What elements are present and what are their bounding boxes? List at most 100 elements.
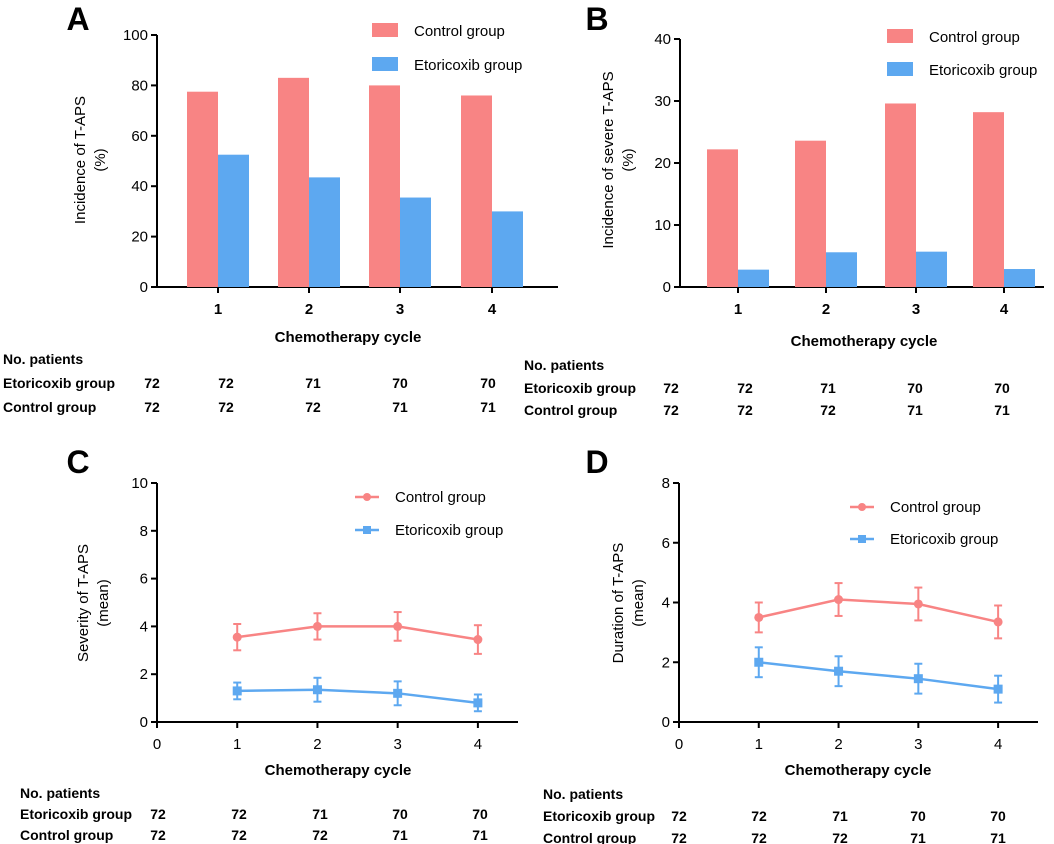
point-control [913,599,923,609]
x-tick-label: 2 [822,301,830,318]
legend-marker-etoricoxib [363,526,371,534]
y-tick-label: 2 [140,666,148,683]
patients-row-label: Control group [3,399,96,415]
point-etoricoxib [312,685,322,695]
panel-d: D 0 2 4 6 8 0 1 2 3 4 Control group Etoricoxib group… [543,444,1038,844]
point-etoricoxib [913,674,923,684]
x-tick-label: 1 [734,301,742,318]
patients-row-label: Control group [20,827,113,843]
y-tick-label: 100 [123,27,148,44]
legend-swatch-control [372,23,398,37]
patients-count: 70 [472,806,488,822]
patients-count: 71 [832,808,848,824]
x-tick-label: 2 [313,736,321,753]
panel-letter: A [66,1,89,37]
x-tick-label: 3 [396,301,404,318]
patients-count: 71 [392,827,408,843]
y-tick-label: 20 [654,155,671,172]
patients-count: 72 [218,399,234,415]
y-tick-label: 0 [140,714,148,731]
patients-count: 71 [480,399,496,415]
patients-row-label: Control group [524,402,617,418]
patients-table: No. patients Etoricoxib group 72 72 71 70 70 Co… [3,351,496,415]
y-axis-label: Incidence of T-APS (%) [72,96,109,224]
y-axis-label: Duration of T-APS (mean) [610,543,647,664]
bar-control [369,85,400,288]
x-axis-label: Chemotherapy cycle [275,329,422,346]
patients-table: No. patients Etoricoxib group 72 72 71 70 70 Co… [20,785,488,843]
patients-count: 72 [144,375,160,391]
patients-count: 72 [150,827,166,843]
y-tick-label: 0 [662,714,670,731]
point-control [393,621,403,631]
patients-count: 72 [737,402,753,418]
legend-label-control: Control group [395,489,486,506]
line-control [237,625,479,641]
y-tick-label: 40 [131,178,148,195]
legend-label-control: Control group [890,499,981,516]
point-control [312,621,322,631]
x-tick-label: 0 [153,736,161,753]
panel-letter: B [585,1,608,37]
point-etoricoxib [754,657,764,667]
legend-marker-control [858,503,866,511]
patients-row-label: Etoricoxib group [3,375,115,391]
x-tick-label: 1 [755,736,763,753]
legend-marker-etoricoxib [858,535,866,543]
y-tick-label: 30 [654,93,671,110]
patients-count: 72 [671,830,687,844]
point-control [993,617,1003,627]
y-tick-label: 2 [662,654,670,671]
y-tick-label: 80 [131,77,148,94]
patients-count: 72 [820,402,836,418]
y-axis-label-unit: (mean) [630,579,647,627]
x-tick-label: 3 [393,736,401,753]
panel-b: B 0 10 20 30 40 1 2 3 4 Control group Etoricoxib gr… [524,1,1044,418]
patients-count: 70 [990,808,1006,824]
x-tick-label: 4 [488,301,497,318]
patients-count: 71 [472,827,488,843]
patients-count: 71 [392,399,408,415]
y-tick-label: 8 [140,523,148,540]
bar-etoricoxib [218,154,249,287]
patients-row-label: Etoricoxib group [524,380,636,396]
legend-swatch-control [887,29,913,43]
x-tick-label: 4 [1000,301,1009,318]
patients-count: 70 [907,380,923,396]
patients-count: 70 [480,375,496,391]
patients-count: 72 [150,806,166,822]
patients-count: 72 [671,808,687,824]
patients-count: 72 [305,399,321,415]
patients-count: 72 [231,827,247,843]
legend-marker-control [363,493,371,501]
y-axis-label-unit: (%) [620,148,637,171]
panel-c: C 0 2 4 6 8 10 0 1 2 3 4 Control group Etoricoxib gro… [20,444,518,843]
bar-control [973,112,1004,287]
point-control [754,612,764,622]
y-tick-label: 40 [654,31,671,48]
patients-row-label: Control group [543,830,636,844]
y-tick-label: 6 [662,535,670,552]
y-tick-label: 10 [654,217,671,234]
bar-control [461,95,492,287]
line-control [758,598,999,624]
point-etoricoxib [993,684,1003,694]
patients-count: 71 [907,402,923,418]
y-axis-label-line: Severity of T-APS [75,544,92,662]
y-axis-label-unit: (mean) [95,579,112,627]
patients-count: 70 [392,806,408,822]
x-tick-label: 2 [305,301,313,318]
patients-count: 71 [910,830,926,844]
y-tick-label: 6 [140,571,148,588]
bar-etoricoxib [309,177,340,287]
bar-etoricoxib [826,252,857,287]
patients-count: 71 [305,375,321,391]
patients-table-header: No. patients [524,357,604,373]
patients-count: 72 [663,380,679,396]
patients-row-label: Etoricoxib group [20,806,132,822]
legend-label-control: Control group [414,23,505,40]
y-tick-label: 4 [140,618,148,635]
y-tick-label: 20 [131,229,148,246]
bar-control [187,91,218,287]
patients-count: 72 [312,827,328,843]
